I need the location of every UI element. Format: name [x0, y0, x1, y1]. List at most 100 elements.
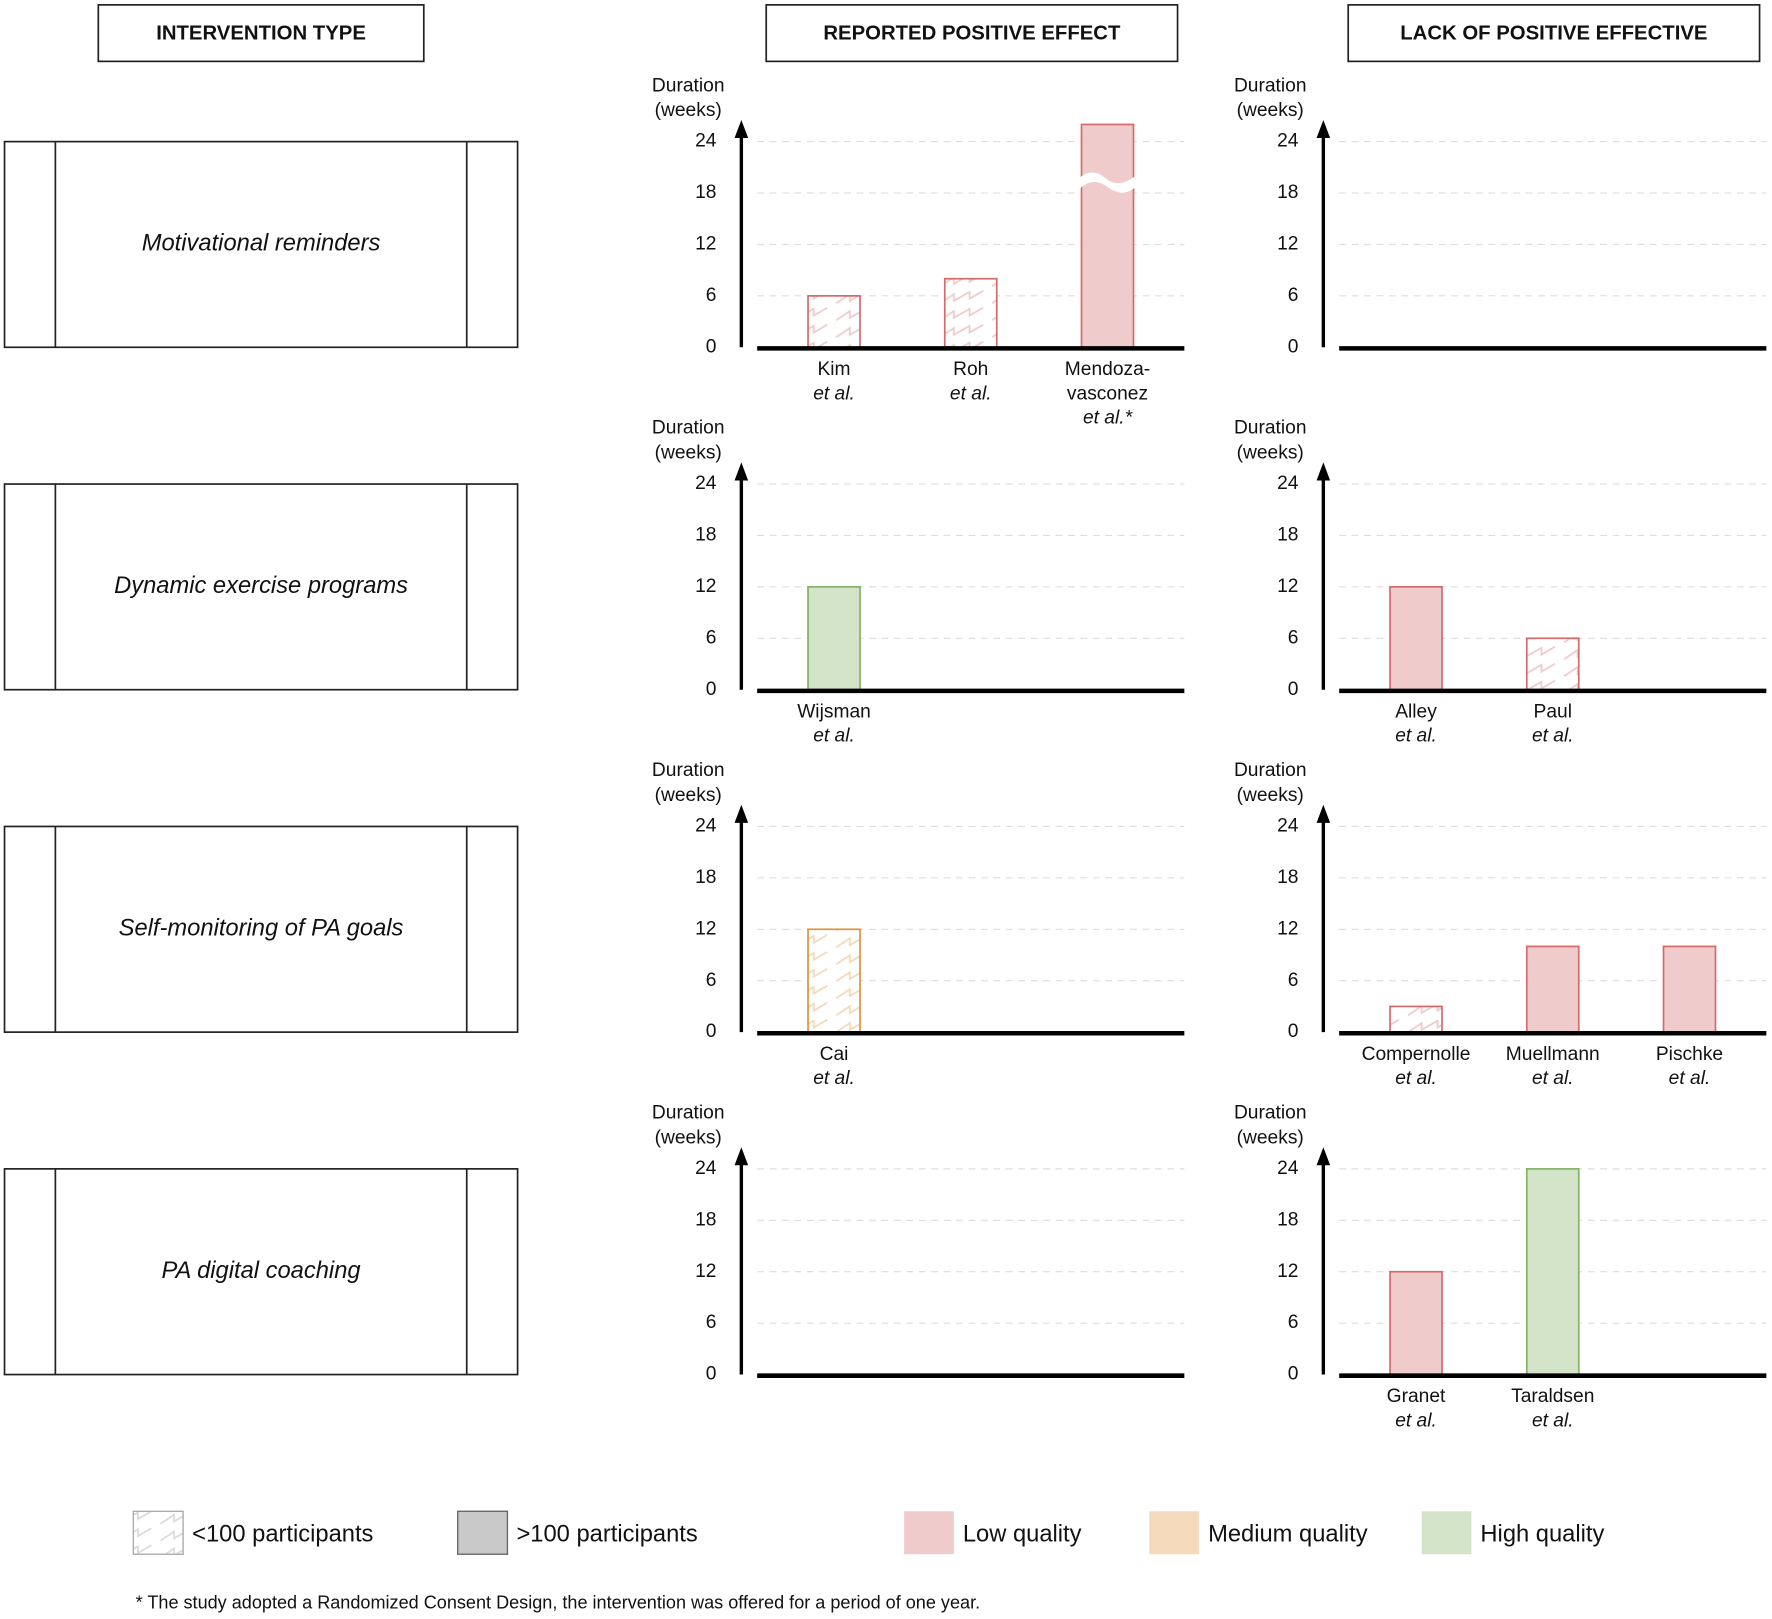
- y-tick-label: 6: [1288, 627, 1299, 648]
- legend-label: Low quality: [963, 1521, 1082, 1547]
- y-axis-label: (weeks): [1237, 1127, 1304, 1148]
- row-box: [3, 825, 519, 1033]
- x-tick-label: et al.: [1395, 1411, 1437, 1432]
- legend-swatch: [1421, 1511, 1472, 1555]
- bar: [1389, 1270, 1443, 1376]
- row-box: [3, 140, 519, 349]
- y-axis-label: Duration: [652, 418, 725, 439]
- x-tick-label: vasconez: [1067, 383, 1148, 404]
- y-axis-label: (weeks): [655, 100, 722, 121]
- y-tick-label: 12: [695, 1261, 716, 1282]
- x-tick-label: et al.: [813, 726, 855, 747]
- y-axis-label: (weeks): [1237, 100, 1304, 121]
- x-tick-label: et al.: [1532, 1411, 1574, 1432]
- y-tick-label: 24: [1277, 1158, 1299, 1179]
- y-axis-label: (weeks): [1237, 785, 1304, 806]
- y-tick-label: 0: [706, 679, 717, 700]
- x-tick-label: et al.*: [1083, 408, 1133, 429]
- x-tick-label: Muellmann: [1506, 1044, 1600, 1065]
- x-tick-label: Paul: [1534, 701, 1572, 722]
- y-tick-label: 6: [706, 285, 717, 306]
- y-tick-label: 24: [695, 473, 717, 494]
- bar: [1389, 586, 1443, 691]
- bar: [1080, 123, 1135, 349]
- y-tick-label: 6: [1288, 1312, 1299, 1333]
- bar: [1525, 1168, 1580, 1376]
- y-tick-label: 6: [706, 627, 717, 648]
- header-box: [97, 4, 425, 63]
- y-tick-label: 12: [695, 576, 716, 597]
- y-axis-arrow: [734, 119, 749, 139]
- y-axis-label: (weeks): [1237, 443, 1304, 464]
- legend-swatch: [132, 1510, 184, 1555]
- x-tick-label: Roh: [953, 359, 988, 380]
- y-axis-label: Duration: [1234, 760, 1307, 781]
- legend-label: Medium quality: [1208, 1521, 1368, 1547]
- bar: [1525, 945, 1580, 1033]
- x-tick-label: et al.: [1532, 1068, 1574, 1089]
- x-tick-label: et al.: [1532, 726, 1574, 747]
- x-tick-label: Taraldsen: [1511, 1386, 1594, 1407]
- row-label: Motivational reminders: [142, 231, 381, 257]
- header: REPORTED POSITIVE EFFECT: [823, 23, 1121, 45]
- header: LACK OF POSITIVE EFFECTIVE: [1400, 23, 1707, 45]
- y-tick-label: 24: [1277, 473, 1299, 494]
- x-tick-label: Cai: [820, 1044, 849, 1065]
- y-axis-arrow: [1316, 1147, 1331, 1166]
- y-tick-label: 0: [706, 1364, 717, 1385]
- y-tick-label: 12: [695, 918, 716, 939]
- row-label: PA digital coaching: [161, 1258, 360, 1284]
- legend-swatch: [1149, 1511, 1200, 1555]
- y-tick-label: 0: [706, 336, 717, 357]
- y-axis-label: Duration: [652, 760, 725, 781]
- y-axis-label: Duration: [1234, 1103, 1307, 1124]
- y-tick-label: 24: [695, 816, 717, 837]
- y-tick-label: 0: [1288, 679, 1299, 700]
- header-box: [1347, 4, 1761, 63]
- y-tick-label: 6: [1288, 285, 1299, 306]
- y-tick-label: 18: [695, 867, 716, 888]
- row-box: [3, 1168, 519, 1376]
- legend-swatch: [457, 1510, 509, 1555]
- x-tick-label: et al.: [813, 383, 855, 404]
- y-axis-label: (weeks): [655, 785, 722, 806]
- header: INTERVENTION TYPE: [156, 23, 366, 45]
- axis-break: [1079, 172, 1136, 193]
- x-tick-label: Alley: [1395, 701, 1437, 722]
- row-label: Self-monitoring of PA goals: [119, 916, 404, 942]
- x-tick-label: et al.: [1395, 726, 1437, 747]
- x-tick-label: et al.: [813, 1068, 855, 1089]
- y-tick-label: 12: [1277, 918, 1298, 939]
- x-tick-label: et al.: [950, 383, 992, 404]
- bar: [943, 277, 998, 349]
- bar: [807, 295, 861, 349]
- y-tick-label: 24: [695, 131, 717, 152]
- x-tick-label: et al.: [1395, 1068, 1437, 1089]
- y-tick-label: 12: [1277, 234, 1298, 255]
- y-tick-label: 24: [1277, 131, 1299, 152]
- y-tick-label: 6: [706, 970, 717, 991]
- y-axis-label: (weeks): [655, 443, 722, 464]
- y-axis-label: Duration: [1234, 418, 1307, 439]
- y-tick-label: 18: [1277, 867, 1298, 888]
- x-tick-label: et al.: [1669, 1068, 1711, 1089]
- y-axis-arrow: [734, 804, 749, 823]
- y-tick-label: 24: [695, 1158, 717, 1179]
- y-tick-label: 0: [1288, 336, 1299, 357]
- y-tick-label: 12: [695, 234, 716, 255]
- y-axis-arrow: [1316, 119, 1331, 139]
- y-axis-arrow: [1316, 462, 1331, 481]
- row-box: [3, 483, 519, 691]
- y-axis-label: (weeks): [655, 1127, 722, 1148]
- y-tick-label: 18: [1277, 525, 1298, 546]
- x-tick-label: Compernolle: [1362, 1044, 1471, 1065]
- bar: [1662, 945, 1717, 1033]
- y-tick-label: 18: [695, 525, 716, 546]
- legend-label: <100 participants: [192, 1521, 373, 1547]
- y-tick-label: 0: [1288, 1021, 1299, 1042]
- x-tick-label: Wijsman: [797, 701, 871, 722]
- bar: [807, 928, 861, 1033]
- y-tick-label: 0: [706, 1021, 717, 1042]
